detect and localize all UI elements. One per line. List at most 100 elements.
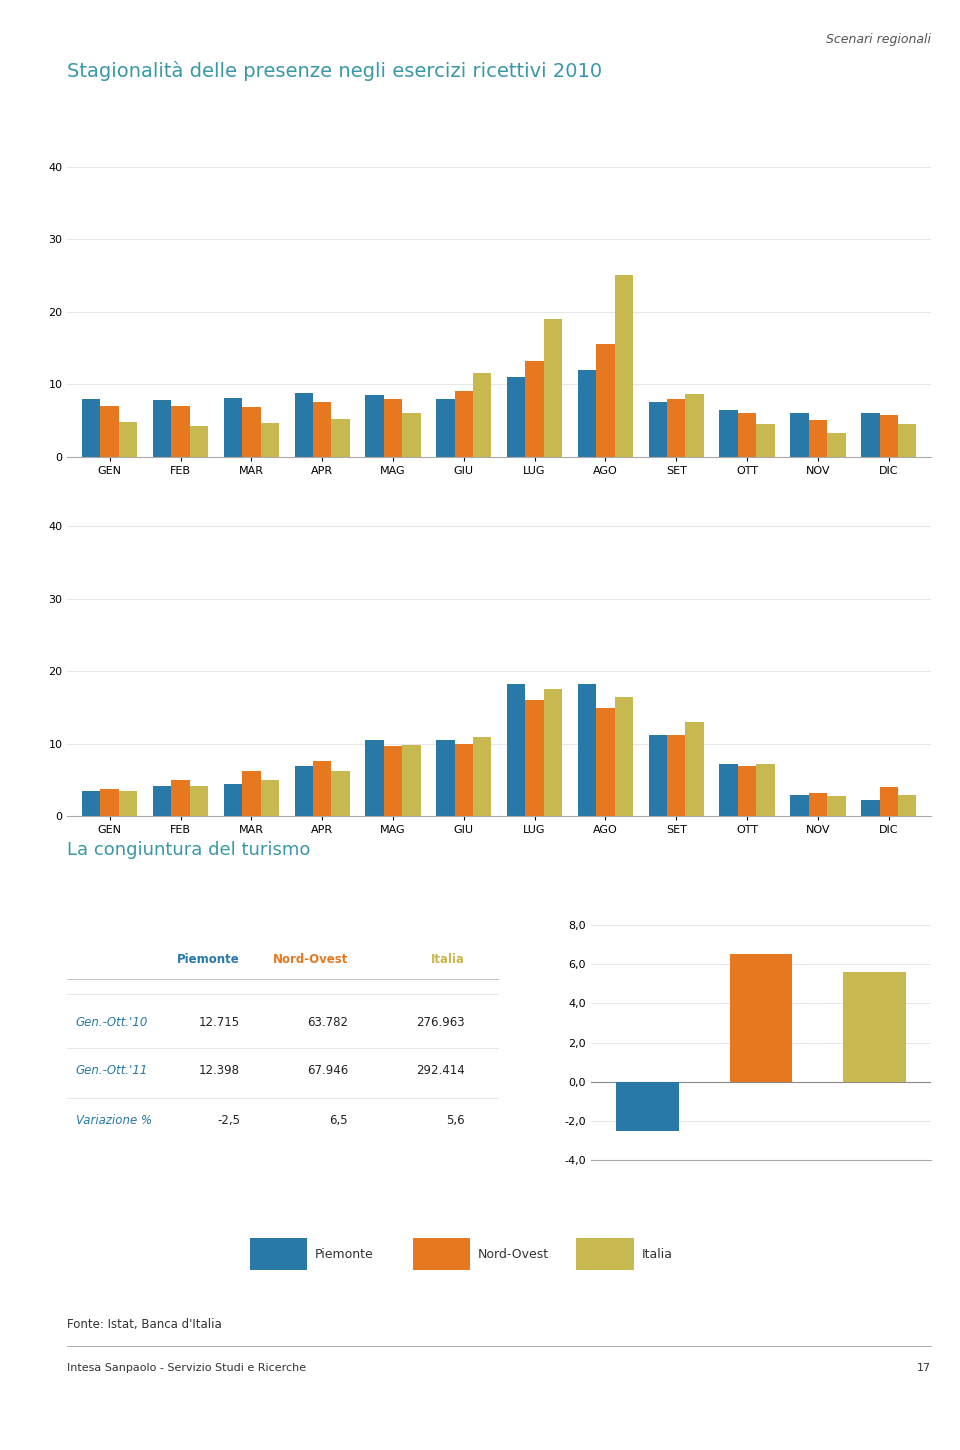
Text: Fonte: Istat, Banca d'Italia: Fonte: Istat, Banca d'Italia (67, 1318, 222, 1331)
Bar (543, 690, 563, 816)
Bar (402, 745, 420, 816)
Bar (614, 697, 633, 816)
Bar (685, 722, 704, 816)
Text: Numero pernottamenti (valori in migliaia): Numero pernottamenti (valori in migliaia… (76, 915, 324, 928)
Bar (738, 766, 756, 816)
Bar (313, 403, 331, 457)
Bar (596, 708, 614, 816)
Text: Stagionalità delle presenze negli esercizi ricettivi 2010: Stagionalità delle presenze negli eserci… (67, 61, 602, 81)
Bar (790, 413, 808, 457)
Text: Intesa Sanpaolo - Servizio Studi e Ricerche: Intesa Sanpaolo - Servizio Studi e Ricer… (67, 1363, 306, 1373)
Bar (808, 420, 828, 457)
Text: Clienti italiani: composizione % delle presenze: Clienti italiani: composizione % delle p… (76, 126, 398, 141)
Text: 67.946: 67.946 (307, 1064, 348, 1076)
Text: 292.414: 292.414 (416, 1064, 465, 1076)
Bar (119, 792, 137, 816)
Bar (730, 954, 792, 1082)
Bar (596, 345, 614, 457)
Bar (525, 700, 543, 816)
Bar (366, 741, 384, 816)
Bar (828, 432, 846, 457)
Bar (101, 789, 119, 816)
Bar (224, 783, 242, 816)
Bar (756, 425, 775, 457)
Bar (738, 413, 756, 457)
Text: Gen.-Ott.'10: Gen.-Ott.'10 (76, 1016, 148, 1028)
Bar (828, 796, 846, 816)
Bar (861, 413, 879, 457)
Bar (879, 415, 898, 457)
Bar (295, 766, 313, 816)
Text: 12.715: 12.715 (199, 1016, 240, 1028)
Text: Gen.-Ott.'11: Gen.-Ott.'11 (76, 1064, 148, 1076)
Bar (898, 425, 917, 457)
Bar (667, 735, 685, 816)
Text: 6,5: 6,5 (329, 1114, 348, 1127)
Text: 5,6: 5,6 (446, 1114, 465, 1127)
Bar (719, 410, 738, 457)
Bar (616, 1082, 679, 1131)
Bar (685, 394, 704, 457)
Bar (525, 361, 543, 457)
Bar (384, 747, 402, 816)
Text: 276.963: 276.963 (416, 1016, 465, 1028)
Text: 12.398: 12.398 (199, 1064, 240, 1076)
Bar (331, 771, 349, 816)
Text: Clienti stranieri: composizione % delle presenze: Clienti stranieri: composizione % delle … (76, 486, 409, 500)
Bar (190, 786, 208, 816)
Bar (171, 780, 190, 816)
Bar (384, 399, 402, 457)
Text: Variazione %: Variazione % (76, 1114, 152, 1127)
Bar (649, 735, 667, 816)
Bar (190, 426, 208, 457)
Bar (260, 423, 279, 457)
Text: 63.782: 63.782 (307, 1016, 348, 1028)
Bar (808, 793, 828, 816)
Bar (861, 800, 879, 816)
Bar (790, 795, 808, 816)
Bar (578, 684, 596, 816)
Text: Scenari regionali: Scenari regionali (827, 33, 931, 46)
Text: Italia: Italia (431, 953, 465, 966)
Bar (224, 397, 242, 457)
Text: Italia: Italia (641, 1248, 672, 1260)
Bar (242, 407, 260, 457)
Bar (82, 792, 101, 816)
Text: Piemonte: Piemonte (178, 953, 240, 966)
Bar (473, 737, 492, 816)
Text: La congiuntura del turismo: La congiuntura del turismo (67, 841, 311, 858)
Bar (153, 786, 171, 816)
Bar (507, 684, 525, 816)
Text: Piemonte: Piemonte (315, 1248, 373, 1260)
Bar (295, 393, 313, 457)
Bar (578, 370, 596, 457)
Bar (366, 396, 384, 457)
Bar (843, 972, 905, 1082)
Bar (171, 406, 190, 457)
Bar (543, 319, 563, 457)
Bar (119, 422, 137, 457)
Bar (455, 392, 473, 457)
Bar (879, 787, 898, 816)
Text: Viaggiatori stranieri in Italia: Viaggiatori stranieri in Italia (546, 889, 711, 902)
Text: Nord-Ovest: Nord-Ovest (478, 1248, 549, 1260)
Bar (153, 400, 171, 457)
Bar (898, 795, 917, 816)
Bar (402, 413, 420, 457)
Bar (436, 399, 455, 457)
Bar (242, 771, 260, 816)
Text: 17: 17 (917, 1363, 931, 1373)
Bar (756, 764, 775, 816)
Bar (455, 744, 473, 816)
Text: -2,5: -2,5 (217, 1114, 240, 1127)
Bar (473, 374, 492, 457)
Text: Viaggiatori stranieri in Italia: Viaggiatori stranieri in Italia (76, 889, 241, 902)
Bar (313, 760, 331, 816)
Bar (649, 403, 667, 457)
Text: Variazione tendenziale Gen.-Ott.'11: Variazione tendenziale Gen.-Ott.'11 (546, 915, 757, 928)
Bar (260, 780, 279, 816)
Bar (82, 399, 101, 457)
Text: Nord-Ovest: Nord-Ovest (273, 953, 348, 966)
Bar (436, 741, 455, 816)
Bar (507, 377, 525, 457)
